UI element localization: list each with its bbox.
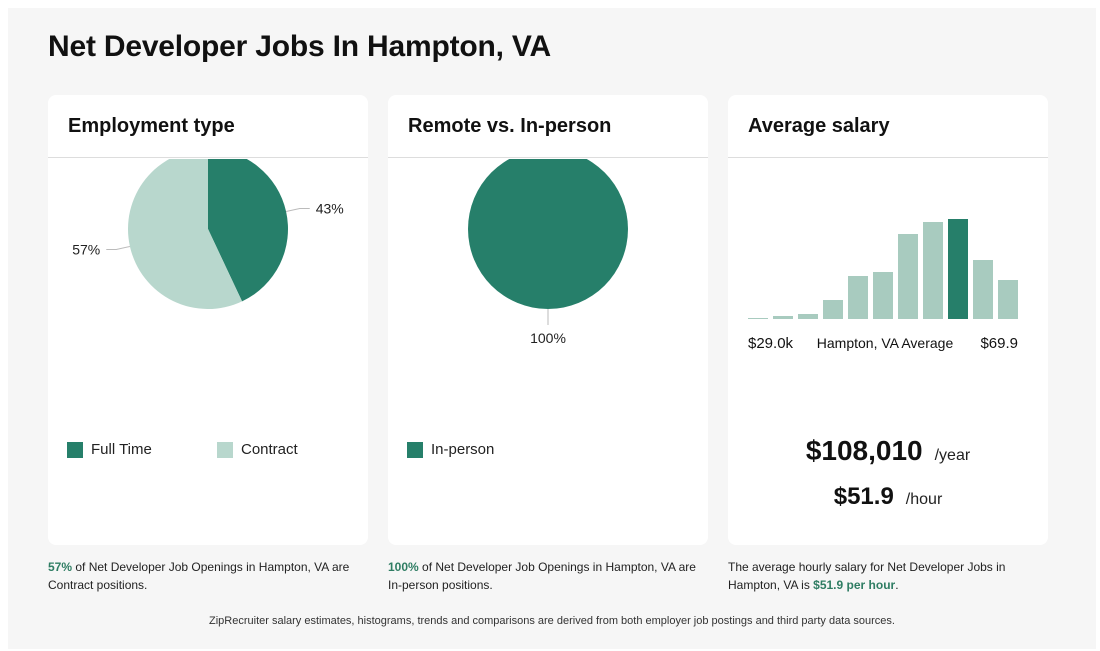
yearly-salary-value: $108,010 (805, 435, 923, 466)
histogram-bar-8 (948, 219, 968, 319)
footnote: ZipRecruiter salary estimates, histogram… (209, 615, 895, 627)
pie-slice-in-person (468, 159, 628, 309)
page-title: Net Developer Jobs In Hampton, VA (48, 30, 551, 63)
salary-caption-highlight: $51.9 per hour (813, 578, 896, 592)
employment-caption-highlight: 57% (48, 560, 73, 574)
pie-slice-full-time (208, 159, 288, 302)
histogram-bar-10 (998, 280, 1018, 319)
legend-item-in-person: In-person (407, 441, 557, 458)
histogram-bar-2 (798, 314, 818, 319)
histogram-min-label: $29.0k (748, 335, 794, 352)
remote-legend: In-person (407, 441, 557, 458)
pie-leader-full-time (285, 207, 310, 213)
salary-caption-end: . (895, 578, 899, 592)
remote-vs-in-person-pie-chart: 100% (468, 159, 628, 346)
salary-caption: The average hourly salary for Net Develo… (728, 558, 1048, 594)
legend-swatch-full-time (67, 441, 83, 458)
histogram-bar-3 (823, 300, 843, 319)
average-salary-title: Average salary (728, 95, 1048, 158)
legend-item-contract: Contract (217, 441, 367, 458)
legend-label-full-time: Full Time (91, 441, 152, 458)
pie-slice-contract (128, 159, 243, 309)
page: Net Developer Jobs In Hampton, VA Employ… (8, 8, 1096, 649)
employment-type-pie-chart: 43% 57% (72, 159, 344, 309)
salary-histogram: $29.0k Hampton, VA Average $69.9 (748, 219, 1018, 352)
employment-type-legend: Full Time Contract (67, 441, 367, 458)
histogram-max-label: $69.9 (980, 335, 1018, 352)
employment-type-caption: 57% of Net Developer Job Openings in Ham… (48, 558, 368, 594)
remote-vs-in-person-title: Remote vs. In-person (388, 95, 708, 158)
pie-label-contract: 57% (72, 242, 100, 258)
pie-label-in-person: 100% (530, 330, 566, 346)
hourly-salary-value: $51.9 (833, 483, 894, 510)
legend-swatch-contract (217, 441, 233, 458)
salary-caption-text: The average hourly salary for Net Develo… (728, 560, 1006, 592)
histogram-bar-1 (773, 316, 793, 319)
pie-label-full-time: 43% (316, 200, 344, 216)
legend-label-contract: Contract (241, 441, 298, 458)
histogram-average-label: Hampton, VA Average (817, 335, 954, 351)
histogram-bar-6 (898, 234, 918, 319)
legend-label-in-person: In-person (431, 441, 495, 458)
legend-item-full-time: Full Time (67, 441, 217, 458)
employment-type-card: Employment type 43% 57% Full Time Contrac… (48, 95, 368, 545)
histogram-bar-0 (748, 318, 768, 319)
histogram-bar-9 (973, 260, 993, 319)
yearly-salary-unit: /year (934, 447, 971, 464)
employment-type-title: Employment type (48, 95, 368, 158)
hourly-salary: $51.9 /hour (728, 483, 1048, 511)
histogram-bar-4 (848, 276, 868, 319)
histogram-bar-5 (873, 272, 893, 319)
employment-caption-text: of Net Developer Job Openings in Hampton… (48, 560, 350, 592)
remote-caption: 100% of Net Developer Job Openings in Ha… (388, 558, 708, 594)
hourly-salary-unit: /hour (905, 491, 943, 508)
average-salary-card: Average salary $29.0k Hampton, VA Average… (728, 95, 1048, 545)
remote-caption-highlight: 100% (388, 560, 419, 574)
remote-vs-in-person-card: Remote vs. In-person 100% In-person (388, 95, 708, 545)
pie-leader-contract (106, 245, 131, 251)
legend-swatch-in-person (407, 441, 423, 458)
remote-caption-text: of Net Developer Job Openings in Hampton… (388, 560, 696, 592)
yearly-salary: $108,010 /year (728, 435, 1048, 467)
histogram-bar-7 (923, 222, 943, 319)
